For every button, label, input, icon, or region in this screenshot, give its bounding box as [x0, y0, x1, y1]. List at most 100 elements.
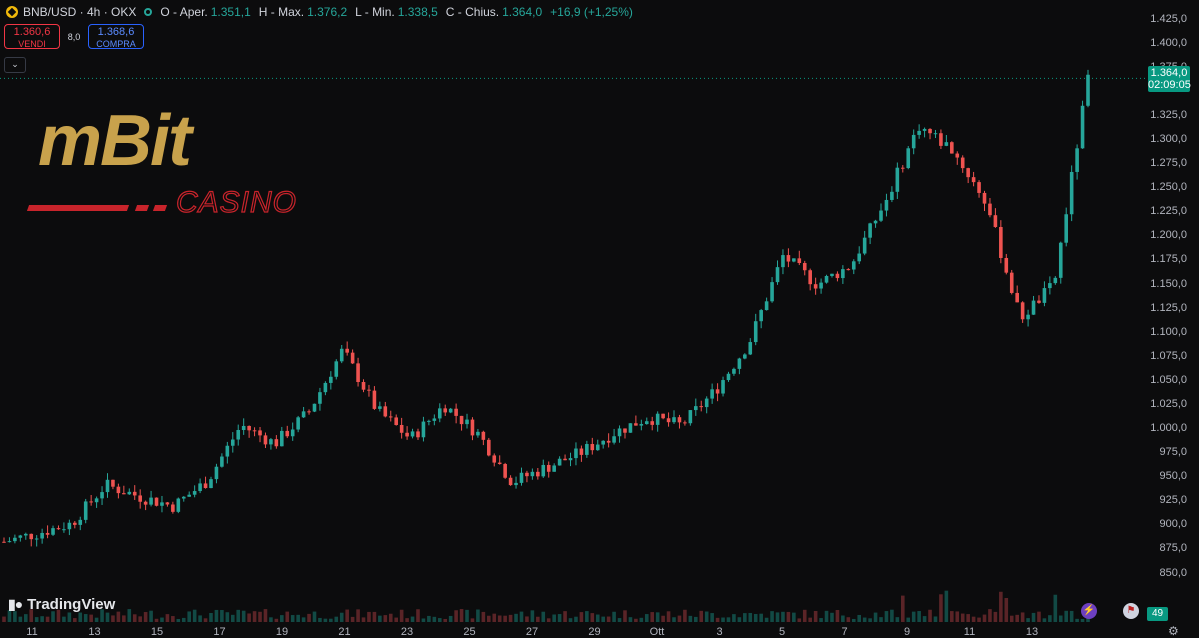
candle — [748, 338, 753, 356]
volume-bar — [23, 614, 28, 622]
volume-bar — [160, 617, 164, 622]
candle — [73, 521, 77, 529]
settings-gear-icon[interactable]: ⚙ — [1168, 624, 1179, 638]
volume-bar — [236, 609, 241, 622]
volume-bar — [895, 617, 900, 622]
symbol-title[interactable]: BNB/USD · 4h · OKX — [23, 5, 137, 19]
volume-bar — [230, 614, 235, 622]
volume-bar — [67, 612, 72, 622]
candle — [830, 273, 834, 278]
candle — [639, 419, 644, 431]
candle — [655, 411, 660, 432]
candle — [203, 476, 208, 489]
candle — [1064, 207, 1069, 247]
candle — [241, 418, 246, 435]
volume-bar — [557, 614, 562, 622]
volume-bar — [18, 616, 23, 622]
candle — [361, 379, 366, 393]
volume-bar — [367, 611, 371, 622]
time-tick-label: 11 — [26, 626, 38, 638]
us-flag-icon[interactable]: ⚑ — [1123, 603, 1139, 619]
sell-button[interactable]: 1.360,6 VENDI — [4, 24, 60, 49]
volume-bar — [122, 615, 126, 622]
time-tick-label: 7 — [841, 626, 848, 638]
volume-bar — [258, 611, 262, 622]
volume-bar — [198, 615, 202, 622]
price-tick-label: 900,0 — [1159, 518, 1187, 531]
volume-bar — [214, 609, 219, 622]
volume-bar — [928, 609, 932, 622]
trade-panel: 1.360,6 VENDI 8,0 1.368,6 COMPRA — [4, 24, 144, 49]
lightning-icon[interactable]: ⚡ — [1081, 603, 1097, 619]
candle — [252, 427, 257, 437]
candle — [67, 519, 72, 536]
candle — [634, 415, 638, 426]
candle — [132, 485, 137, 500]
volume-bar — [100, 609, 104, 622]
time-tick-label: 21 — [338, 626, 351, 638]
candle — [890, 186, 894, 203]
volume-bar — [519, 611, 524, 622]
buy-button[interactable]: 1.368,6 COMPRA — [88, 24, 144, 49]
logo-bar — [26, 205, 130, 211]
count-badge[interactable]: 49 — [1147, 607, 1168, 621]
volume-bar — [911, 611, 916, 622]
candle — [2, 537, 6, 543]
candle — [868, 222, 872, 245]
volume-bar — [808, 617, 812, 622]
symbol-header: BNB/USD · 4h · OKX O - Aper. 1.351,1 H - … — [6, 4, 641, 20]
candle — [454, 403, 458, 424]
volume-bar — [764, 617, 769, 622]
candle — [372, 386, 377, 410]
volume-bar — [851, 618, 856, 622]
candle — [884, 193, 889, 217]
volume-bar — [459, 609, 464, 622]
candle — [56, 525, 61, 530]
volume-bar — [585, 611, 589, 622]
candle — [508, 475, 513, 486]
volume-bar — [220, 610, 224, 622]
candle — [1048, 276, 1052, 295]
volume-bar — [748, 612, 753, 622]
volume-bar — [296, 614, 300, 622]
candle — [568, 452, 573, 467]
candle — [220, 453, 224, 468]
volume-bar — [726, 617, 731, 622]
candle — [677, 414, 682, 429]
volume-bar — [939, 594, 943, 622]
volume-bar — [1053, 594, 1058, 622]
candle — [873, 219, 878, 228]
high-value: 1.376,2 — [307, 5, 348, 19]
candle — [650, 416, 655, 431]
volume-bar — [721, 617, 725, 622]
candle — [1053, 276, 1058, 285]
volume-bar — [841, 615, 845, 622]
volume-bar — [312, 611, 317, 622]
price-tick-label: 925,0 — [1159, 494, 1187, 507]
candle — [802, 260, 807, 276]
volume-bar — [988, 609, 992, 622]
volume-bar — [873, 612, 878, 622]
price-tick-label: 1.325,0 — [1150, 108, 1187, 121]
price-tick-label: 850,0 — [1159, 566, 1187, 579]
time-tick-label: 15 — [150, 626, 164, 638]
candle — [192, 485, 197, 498]
volume-bar — [154, 618, 159, 622]
candle — [209, 476, 213, 489]
candle — [296, 415, 300, 433]
candle — [301, 406, 306, 418]
candle — [339, 344, 344, 364]
low-label: L - Min. — [355, 5, 395, 19]
candle — [323, 381, 328, 396]
volume-bar — [40, 616, 44, 622]
volume-bar — [753, 613, 758, 622]
volume-bar — [1020, 612, 1025, 622]
open-value: 1.351,1 — [210, 5, 251, 19]
volume-bar — [83, 614, 88, 622]
candle — [595, 439, 600, 451]
volume-bar — [868, 618, 872, 622]
volume-bar — [263, 609, 268, 622]
volume-bar — [922, 616, 927, 622]
collapse-legend-button[interactable]: ⌄ — [4, 57, 26, 73]
